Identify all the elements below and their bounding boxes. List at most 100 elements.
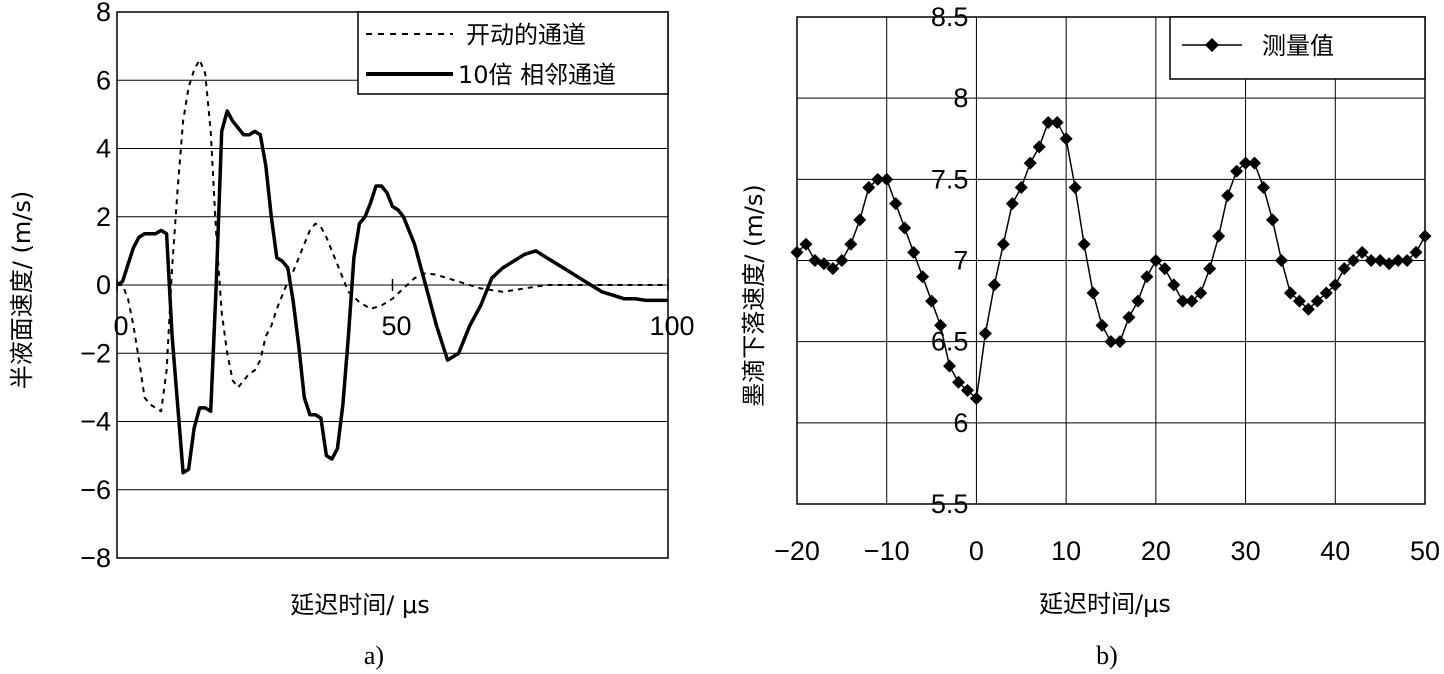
chart-b-data-point <box>996 237 1010 251</box>
chart-b-legend-swatch-diamond <box>1205 38 1219 52</box>
chart-b-data-point <box>1283 286 1297 300</box>
chart-b-data-point <box>1292 294 1306 308</box>
chart-a-legend-label-adjacent: 10倍 相邻通道 <box>458 61 616 89</box>
chart-a-legend-box <box>357 11 669 95</box>
chart-b-data-point <box>1274 254 1288 267</box>
chart-b-data-point <box>1203 262 1217 276</box>
chart-b-data-point <box>1319 286 1333 300</box>
chart-b-x-tick-labels: −20 −10 0 10 20 30 40 50 <box>774 536 1440 566</box>
chart-b-y-tick-label: 8.5 <box>931 2 969 32</box>
chart-b-data-point <box>1301 302 1315 316</box>
chart-b-data-point <box>1158 262 1172 276</box>
chart-b-y-tick-label: 5.5 <box>931 489 969 519</box>
chart-b-y-axis-label: 墨滴下落速度/ (m/s) <box>740 184 768 406</box>
chart-b-x-tick-label: −10 <box>864 536 910 566</box>
chart-b-x-tick-label: 50 <box>1410 536 1440 566</box>
chart-b-series <box>790 116 1432 405</box>
chart-b-data-point <box>1221 189 1235 203</box>
chart-b-data-point <box>1418 229 1432 243</box>
chart-b-data-point <box>1364 254 1378 267</box>
chart-a-caption: a) <box>364 641 384 670</box>
chart-b-data-point <box>1095 318 1109 332</box>
chart-b-data-point <box>916 270 930 284</box>
chart-b-data-point <box>1212 229 1226 243</box>
chart-b-data-point <box>925 294 939 308</box>
chart-b-data-point <box>1149 254 1163 267</box>
chart-b-y-tick-label: 6 <box>953 408 968 438</box>
chart-a-series-active-line <box>117 58 668 413</box>
chart-a-legend: 开动的通道 10倍 相邻通道 <box>357 11 669 95</box>
chart-b-data-point <box>1005 197 1019 211</box>
chart-a-y-tick-label: −8 <box>80 543 111 573</box>
chart-b-x-tick-label: −20 <box>774 536 820 566</box>
chart-b-data-point <box>817 257 831 271</box>
chart-b-data-point <box>1113 335 1127 349</box>
chart-b-x-tick-label: 10 <box>1051 536 1081 566</box>
chart-b-data-point <box>1131 294 1145 308</box>
chart-b-data-point <box>969 391 983 405</box>
chart-b-data-point <box>960 383 974 397</box>
chart-a-y-tick-label: −6 <box>80 475 111 505</box>
chart-b-x-tick-label: 0 <box>969 536 984 566</box>
chart-a-grid <box>117 79 668 491</box>
chart-b-data-point <box>1122 310 1136 324</box>
chart-b-data-point <box>1068 180 1082 194</box>
chart-b-legend: 测量值 <box>1169 16 1426 80</box>
chart-b-data-point <box>1239 156 1253 170</box>
chart-b-data-point <box>1257 180 1271 194</box>
chart-b-data-point <box>951 375 965 389</box>
chart-b-data-point <box>1086 286 1100 300</box>
chart-b-data-point <box>1023 156 1037 170</box>
chart-b-data-point <box>1248 156 1262 170</box>
chart-b-data-point <box>1176 294 1190 308</box>
chart-b-data-point <box>1409 245 1423 259</box>
chart-b-data-point <box>1346 254 1360 267</box>
chart-a-x-axis-label: 延迟时间/ μs <box>290 591 430 619</box>
chart-b-y-tick-label: 7 <box>953 246 968 276</box>
chart-b-data-point <box>1355 245 1369 259</box>
chart-b-data-point <box>978 327 992 341</box>
chart-b-plot-frame <box>796 16 1426 505</box>
chart-b-data-point <box>862 180 876 194</box>
chart-b-data-point <box>943 359 957 373</box>
chart-b-data-point <box>799 237 813 251</box>
chart-b-legend-label-measured: 测量值 <box>1262 32 1334 60</box>
chart-a-y-tick-label: 2 <box>96 202 111 232</box>
chart-b-data-point <box>844 237 858 251</box>
chart-b-caption: b) <box>1096 641 1118 670</box>
chart-a-y-tick-label: 0 <box>96 270 111 300</box>
chart-a-y-tick-labels: −8 −6 −4 −2 0 2 4 6 8 <box>80 0 111 573</box>
chart-b-y-tick-label: 6.5 <box>931 327 969 357</box>
chart-b-data-point <box>1059 132 1073 146</box>
chart-a-y-tick-label: −2 <box>80 338 111 368</box>
chart-b-data-point <box>1167 278 1181 292</box>
chart-b-data-point <box>1077 237 1091 251</box>
chart-b-data-point <box>790 245 804 259</box>
chart-b-data-point <box>1265 213 1279 227</box>
chart-b-data-point <box>889 197 903 211</box>
chart-b-x-tick-label: 30 <box>1231 536 1261 566</box>
chart-b-data-point <box>880 172 894 186</box>
chart-b-data-point <box>1032 140 1046 154</box>
chart-b-data-point <box>1104 335 1118 349</box>
chart-a-y-tick-label: 4 <box>96 134 111 164</box>
chart-b-y-tick-label: 7.5 <box>931 164 969 194</box>
chart-a-x-tick-labels: 0 50 100 <box>113 311 694 341</box>
chart-a-x-tick-label: 0 <box>113 311 128 341</box>
chart-b: 5.5 6 6.5 7 7.5 8 8.5 −20 −10 0 10 20 30 40 50 测量值 墨滴… <box>740 2 1440 670</box>
chart-b-x-axis-label: 延迟时间/μs <box>1039 590 1171 618</box>
chart-a-y-axis-label: 半液面速度/ (m/s) <box>8 191 36 389</box>
chart-a-legend-label-active: 开动的通道 <box>466 21 586 49</box>
chart-b-data-point <box>1014 180 1028 194</box>
chart-b-y-tick-labels: 5.5 6 6.5 7 7.5 8 8.5 <box>931 2 969 519</box>
chart-b-data-point <box>987 278 1001 292</box>
chart-a-x-tick-label: 50 <box>381 311 411 341</box>
chart-a-x-tick-label: 100 <box>649 311 694 341</box>
chart-b-data-point <box>1337 262 1351 276</box>
chart-a-y-tick-label: 6 <box>96 65 111 95</box>
chart-b-data-point <box>853 213 867 227</box>
chart-b-data-point <box>871 172 885 186</box>
chart-b-data-point <box>1230 164 1244 178</box>
